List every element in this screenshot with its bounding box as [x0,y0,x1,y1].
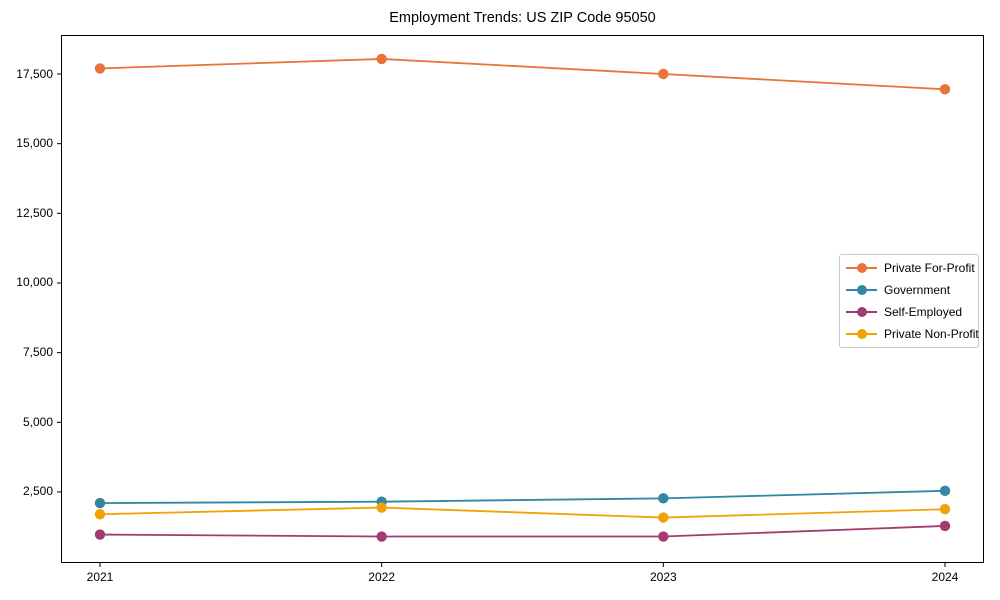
data-point-government-2023 [658,493,669,504]
legend-marker-icon [846,285,877,296]
data-point-private-non-profit-2024 [939,504,951,515]
legend-dot [856,329,867,339]
legend-dot [856,307,867,317]
legend-dot [856,263,867,273]
legend-label: Self-Employed [884,305,963,319]
data-point-private-non-profit-2022 [376,502,387,513]
data-point-self-employed-2022 [376,531,387,542]
data-point-self-employed-2021 [94,529,106,540]
x-tick-label: 2023 [649,570,677,584]
legend-item-private-non-profit: Private Non-Profit [846,323,979,345]
y-tick-label: 7,500 [22,345,53,360]
data-point-private-for-profit-2022 [376,53,387,65]
legend: Private For-Profit Government Self-Employe… [839,254,979,348]
y-tick-label: 5,000 [22,414,53,429]
x-tick-label: 2024 [931,570,959,584]
y-tick-label: 2,500 [22,484,53,499]
data-point-private-for-profit-2023 [658,68,669,80]
data-point-self-employed-2024 [939,520,951,532]
plot-area [61,35,984,563]
data-point-private-for-profit-2021 [94,63,106,74]
y-tick-label: 10,000 [16,275,53,290]
y-tick-label: 17,500 [16,66,53,81]
legend-item-government: Government [846,279,973,301]
x-tick-label: 2021 [86,570,114,584]
legend-label: Government [884,283,951,297]
series-line-private-for-profit [99,58,946,91]
legend-item-private-for-profit: Private For-Profit [846,257,975,279]
legend-marker-icon [846,263,877,274]
legend-marker-icon [846,307,877,318]
data-point-government-2024 [939,485,951,497]
legend-label: Private For-Profit [884,261,975,275]
data-point-self-employed-2023 [658,531,669,542]
series-line-private-non-profit [99,506,946,519]
legend-marker-icon [846,329,877,340]
legend-label: Private Non-Profit [884,327,979,341]
series-line-government [99,489,946,504]
chart-title: Employment Trends: US ZIP Code 95050 [389,10,656,26]
legend-dot [856,285,867,295]
x-tick-label: 2022 [368,570,395,584]
data-point-private-for-profit-2024 [939,84,951,95]
data-point-private-non-profit-2023 [658,512,669,523]
y-tick-label: 12,500 [16,205,53,220]
series-line-self-employed [99,525,946,538]
y-tick-label: 15,000 [16,136,53,151]
data-point-private-non-profit-2021 [94,509,106,520]
data-point-government-2021 [94,497,106,509]
legend-item-self-employed: Self-Employed [846,301,973,323]
